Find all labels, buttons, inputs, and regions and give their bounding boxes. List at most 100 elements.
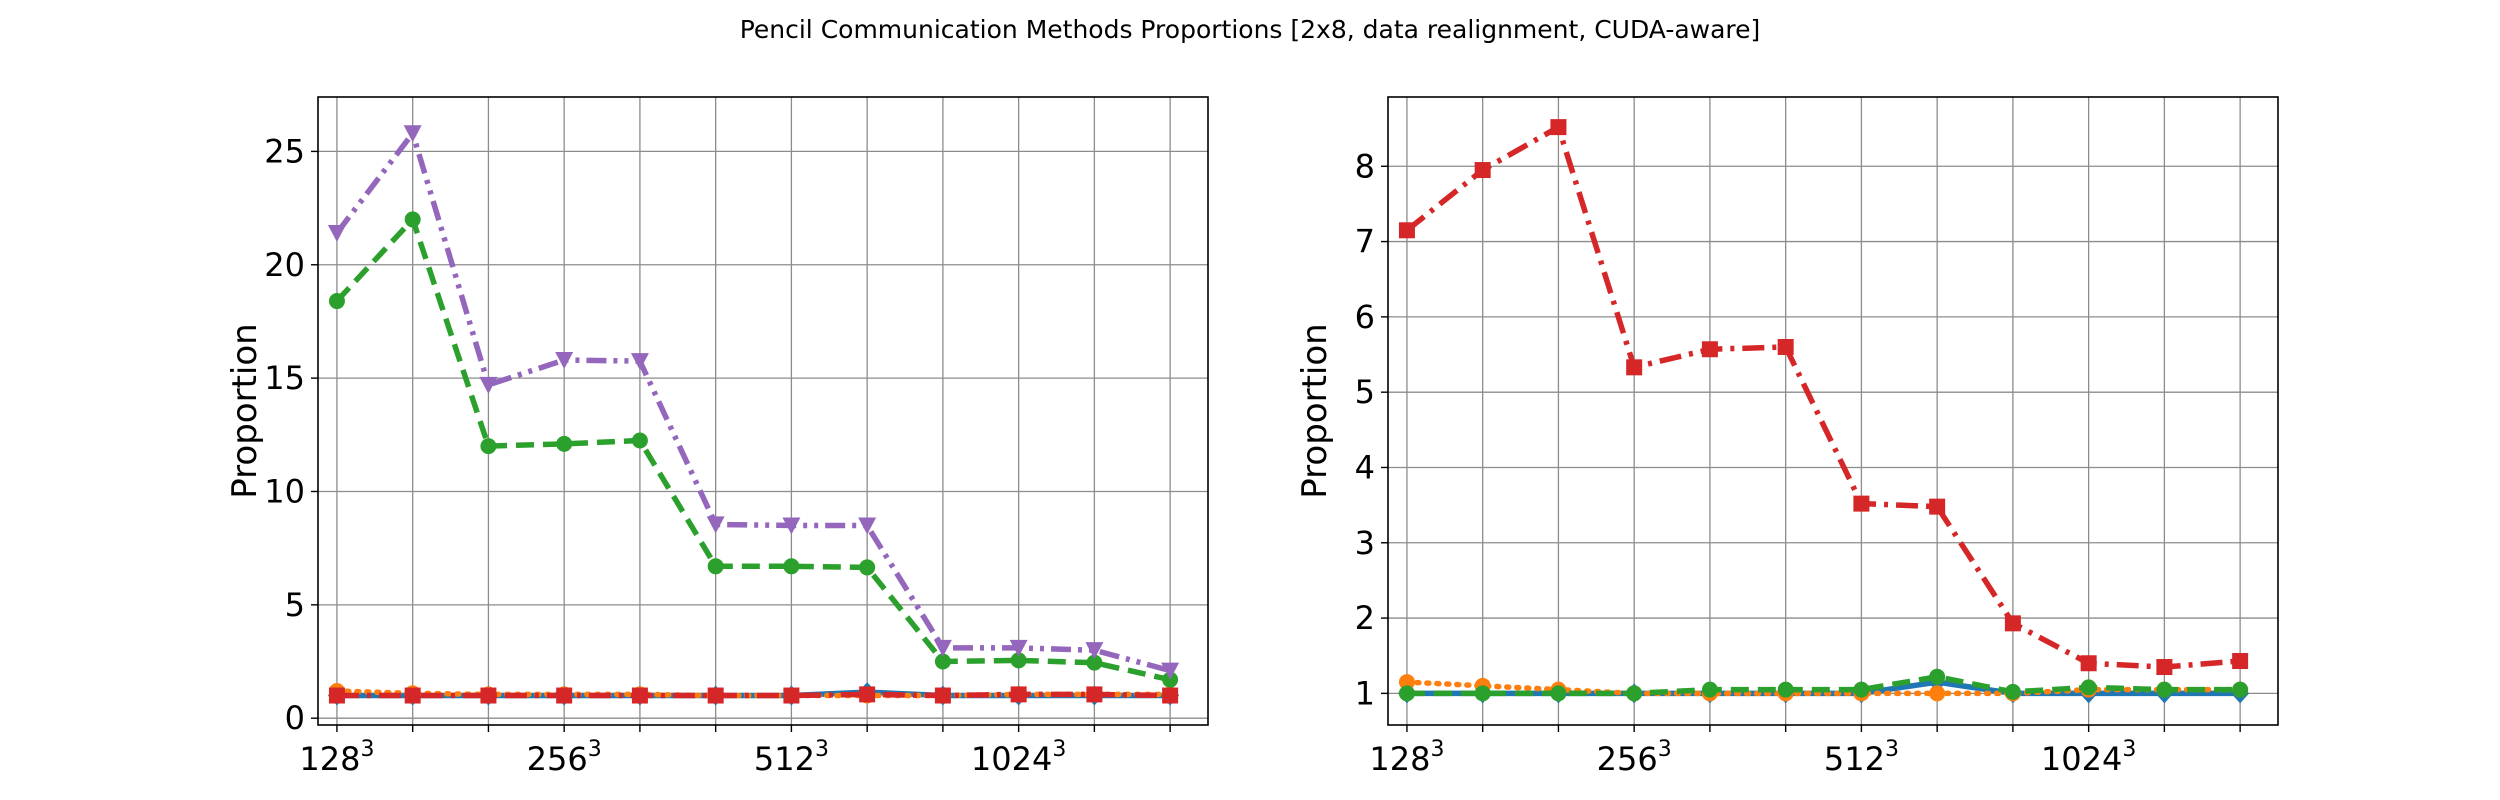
right-series-3-point <box>1398 685 1415 702</box>
right-series-3-point <box>2156 681 2173 698</box>
left-grid <box>318 97 1208 725</box>
right-axes-frame <box>1387 96 2279 726</box>
right-series-4-point <box>2080 655 2097 672</box>
right-series-3-point <box>1626 685 1643 702</box>
left-series-4-point <box>556 687 573 704</box>
left-series-5-point <box>479 376 498 394</box>
left-ticks: 0 5 10 15 20 25 1283 2563 5123 10243 <box>264 132 1171 778</box>
right-chart: 1 2 3 4 5 6 7 8 1283 2563 5123 10243 Proportion <box>1295 96 2279 778</box>
right-series-4-point <box>1777 338 1794 355</box>
right-series-2-line <box>1404 679 2243 697</box>
right-series-3 <box>1398 668 2249 702</box>
left-series-5 <box>327 125 1180 680</box>
left-series-3-point <box>1162 671 1179 688</box>
left-y-tick-label: 25 <box>264 132 305 170</box>
left-x-tick-label: 2563 <box>527 737 602 778</box>
right-series-4-point <box>1929 498 1946 515</box>
right-series-4-point <box>2156 659 2173 676</box>
right-series-4-point <box>1398 222 1415 239</box>
left-series-3-point <box>1086 654 1103 671</box>
left-series-5-point <box>327 225 346 243</box>
left-x-tick-label: 1283 <box>299 737 374 778</box>
left-series-5-point <box>933 639 952 657</box>
left-y-axis-label: Proportion <box>225 323 265 498</box>
left-series-4-point <box>859 686 876 703</box>
left-series-3-point <box>480 438 497 455</box>
left-y-tick-label: 5 <box>285 586 305 624</box>
right-y-tick-label: 8 <box>1355 147 1375 185</box>
left-y-tick-label: 15 <box>264 359 305 397</box>
right-series-4-point <box>2004 615 2021 632</box>
right-series-4-point <box>2232 652 2249 669</box>
right-series-3-point <box>2004 683 2021 700</box>
right-y-tick-label: 4 <box>1355 448 1375 486</box>
right-series-4-point <box>1626 359 1643 376</box>
left-series-3-point <box>631 432 648 449</box>
left-chart: 0 5 10 15 20 25 1283 2563 5123 10243 Proportion <box>225 96 1209 778</box>
right-y-axis-label: Proportion <box>1295 323 1335 498</box>
left-series-5-point <box>1009 639 1028 657</box>
left-series-4-line <box>336 691 1171 699</box>
right-y-tick-label: 1 <box>1355 674 1375 712</box>
left-series-3-point <box>1010 652 1027 669</box>
left-series-3 <box>328 211 1179 688</box>
left-y-tick-label: 10 <box>264 472 305 510</box>
left-x-tick-label: 5123 <box>754 737 829 778</box>
left-series-5-point <box>1161 662 1180 680</box>
right-series-3-point <box>1701 681 1718 698</box>
right-series-4-point <box>1474 162 1491 179</box>
figure-title: Pencil Communication Methods Proportions… <box>740 15 1761 44</box>
right-series-3-point <box>1550 685 1567 702</box>
right-series-4-line <box>1405 124 2241 670</box>
right-x-tick-label: 5123 <box>1824 737 1899 778</box>
left-y-tick-label: 0 <box>285 699 305 737</box>
right-x-tick-label: 10243 <box>2041 737 2136 778</box>
right-series-4-point <box>1550 119 1567 136</box>
left-series-5-point <box>403 125 422 143</box>
right-x-tick-label: 1283 <box>1369 737 1444 778</box>
left-series-5-point <box>706 516 725 534</box>
left-series-3-point <box>859 559 876 576</box>
left-series-4-point <box>707 687 724 704</box>
right-series-3-point <box>2080 679 2097 696</box>
left-series-4-point <box>404 687 421 704</box>
left-axes-frame <box>317 96 1209 726</box>
right-series-3-point <box>1474 685 1491 702</box>
right-series-3-line <box>1406 674 2241 697</box>
right-y-tick-label: 2 <box>1355 599 1375 637</box>
left-series-4-point <box>631 687 648 704</box>
left-series-5-point <box>555 351 574 369</box>
left-series-4-point <box>1010 686 1027 703</box>
left-series-5-line <box>334 130 1171 674</box>
left-series-3-line <box>334 216 1171 683</box>
right-series-4 <box>1398 119 2249 676</box>
right-series-3-point <box>1929 668 1946 685</box>
left-series-4-point <box>783 687 800 704</box>
right-series-4-point <box>1853 495 1870 512</box>
left-series-5-point <box>858 517 877 535</box>
right-series-3-point <box>1853 681 1870 698</box>
right-series-3-point <box>1777 681 1794 698</box>
right-series-4-point <box>1701 341 1718 358</box>
right-y-tick-label: 7 <box>1355 223 1375 261</box>
left-series-5-point <box>1085 642 1104 660</box>
left-x-tick-label: 10243 <box>971 737 1066 778</box>
right-y-tick-label: 5 <box>1355 373 1375 411</box>
left-y-tick-label: 20 <box>264 246 305 284</box>
left-series-3-point <box>934 653 951 670</box>
right-x-tick-label: 2563 <box>1597 737 1672 778</box>
right-ticks: 1 2 3 4 5 6 7 8 1283 2563 5123 10243 <box>1355 147 2241 778</box>
left-series-4-point <box>934 687 951 704</box>
left-series-3-point <box>556 435 573 452</box>
left-series-4-point <box>1162 687 1179 704</box>
left-series-3-point <box>328 293 345 310</box>
left-series-3-point <box>707 558 724 575</box>
left-series-4-point <box>480 687 497 704</box>
left-series-4-point <box>1086 686 1103 703</box>
right-y-tick-label: 6 <box>1355 298 1375 336</box>
left-series-5-point <box>782 517 801 535</box>
right-y-tick-label: 3 <box>1355 524 1375 562</box>
left-series-3-point <box>783 558 800 575</box>
left-series-5-point <box>630 353 649 371</box>
